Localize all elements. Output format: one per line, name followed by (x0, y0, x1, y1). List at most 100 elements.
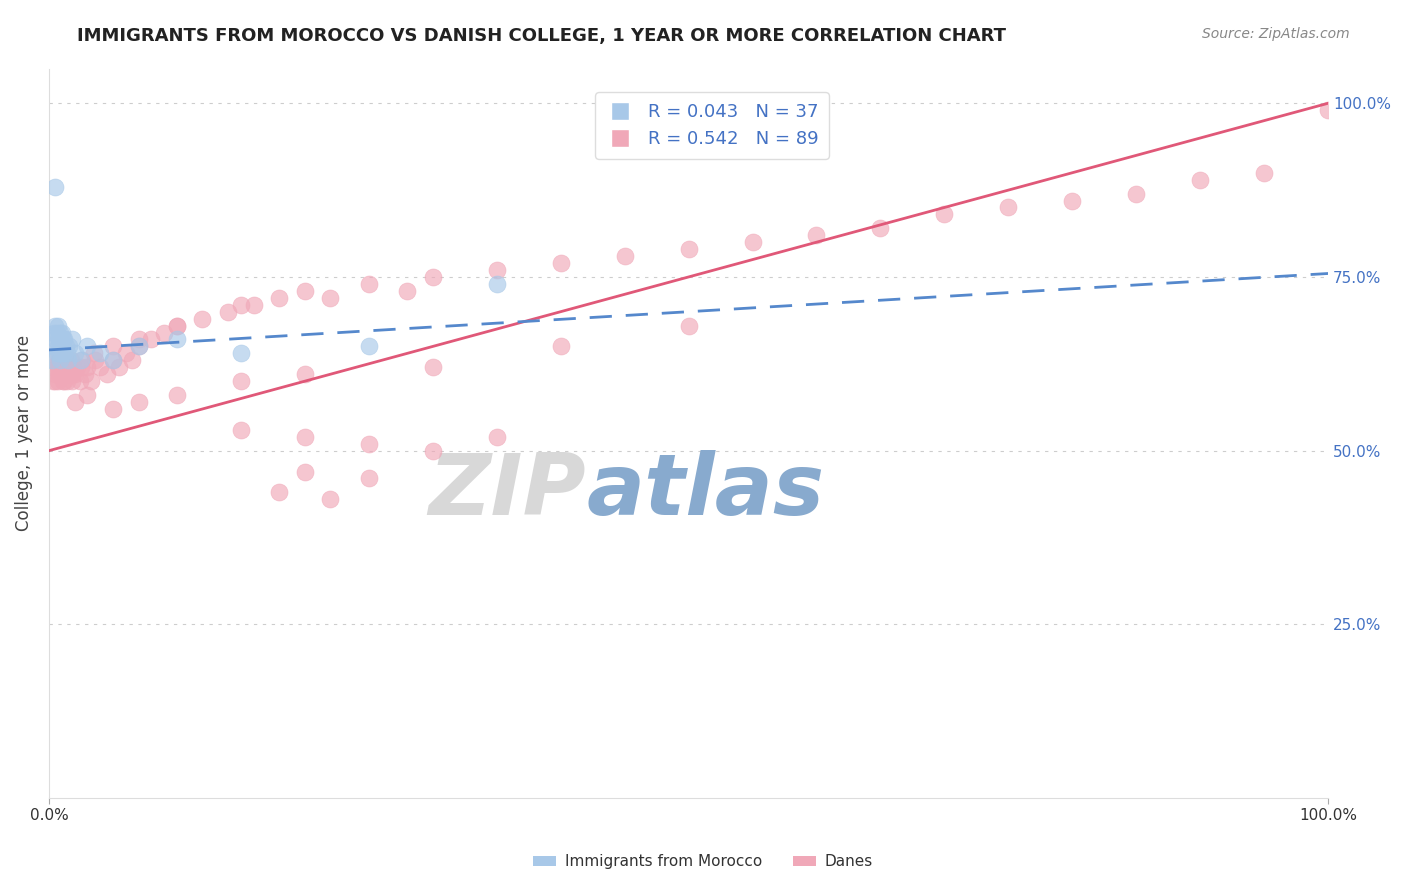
Point (166, 333, 188, 347)
Point (53, 346, 76, 360)
Point (44, 179, 66, 194)
Point (485, 263, 508, 277)
Point (89, 346, 111, 360)
Point (101, 353, 124, 368)
Point (1125, 186, 1147, 201)
Point (63, 346, 86, 360)
Point (229, 346, 252, 360)
Point (83, 346, 105, 360)
Point (294, 465, 316, 479)
Point (678, 318, 700, 333)
Point (62, 360, 84, 375)
Point (101, 339, 124, 353)
Point (128, 339, 150, 353)
Point (166, 388, 188, 402)
Point (1062, 194, 1084, 208)
Point (66, 360, 89, 375)
Point (934, 207, 956, 221)
Point (1253, 166, 1275, 180)
Point (56, 374, 79, 388)
Legend: Immigrants from Morocco, Danes: Immigrants from Morocco, Danes (527, 848, 879, 875)
Point (269, 485, 291, 500)
Point (49, 326, 72, 340)
Point (128, 395, 150, 409)
Point (550, 256, 572, 270)
Point (56, 360, 79, 375)
Point (485, 277, 508, 291)
Point (45, 360, 67, 375)
Point (45, 346, 67, 360)
Point (357, 471, 380, 485)
Point (229, 423, 252, 437)
Point (114, 346, 136, 360)
Point (48, 333, 70, 347)
Point (41, 360, 63, 375)
Point (56, 346, 79, 360)
Point (49, 353, 72, 368)
Point (741, 235, 763, 250)
Text: ZIP: ZIP (429, 450, 586, 533)
Point (42, 353, 65, 368)
Point (269, 291, 291, 305)
Point (48, 353, 70, 368)
Point (51, 339, 73, 353)
Point (58, 339, 80, 353)
Point (70, 353, 93, 368)
Point (70, 353, 93, 368)
Point (319, 291, 342, 305)
Point (53, 333, 76, 347)
Point (41, 353, 63, 368)
Point (56, 353, 79, 368)
Point (60, 368, 83, 382)
Point (128, 333, 150, 347)
Point (70, 360, 93, 375)
Point (49, 339, 72, 353)
Point (422, 360, 444, 375)
Point (53, 374, 76, 388)
Point (217, 304, 239, 318)
Point (294, 284, 316, 298)
Point (422, 269, 444, 284)
Point (89, 360, 111, 375)
Point (46, 339, 69, 353)
Point (869, 221, 891, 235)
Point (128, 339, 150, 353)
Point (58, 368, 80, 382)
Point (44, 374, 66, 388)
Point (48, 360, 70, 375)
Point (108, 360, 131, 375)
Point (191, 311, 214, 326)
Point (42, 339, 65, 353)
Point (59, 353, 82, 368)
Point (294, 430, 316, 444)
Point (422, 443, 444, 458)
Point (76, 339, 98, 353)
Point (613, 249, 636, 263)
Point (46, 318, 69, 333)
Point (49, 368, 72, 382)
Point (45, 326, 67, 340)
Point (997, 201, 1019, 215)
Point (96, 368, 118, 382)
Point (76, 360, 98, 375)
Point (485, 430, 508, 444)
Point (806, 228, 828, 243)
Point (53, 368, 76, 382)
Point (46, 374, 69, 388)
Point (101, 353, 124, 368)
Point (44, 333, 66, 347)
Point (69, 374, 91, 388)
Point (80, 374, 103, 388)
Point (550, 339, 572, 353)
Point (42, 326, 65, 340)
Point (55, 353, 77, 368)
Point (51, 326, 73, 340)
Point (153, 326, 176, 340)
Point (357, 277, 380, 291)
Text: IMMIGRANTS FROM MOROCCO VS DANISH COLLEGE, 1 YEAR OR MORE CORRELATION CHART: IMMIGRANTS FROM MOROCCO VS DANISH COLLEG… (77, 27, 1007, 45)
Y-axis label: College, 1 year or more: College, 1 year or more (15, 335, 32, 532)
Point (73, 368, 96, 382)
Point (357, 339, 380, 353)
Point (52, 374, 75, 388)
Point (1317, 103, 1340, 118)
